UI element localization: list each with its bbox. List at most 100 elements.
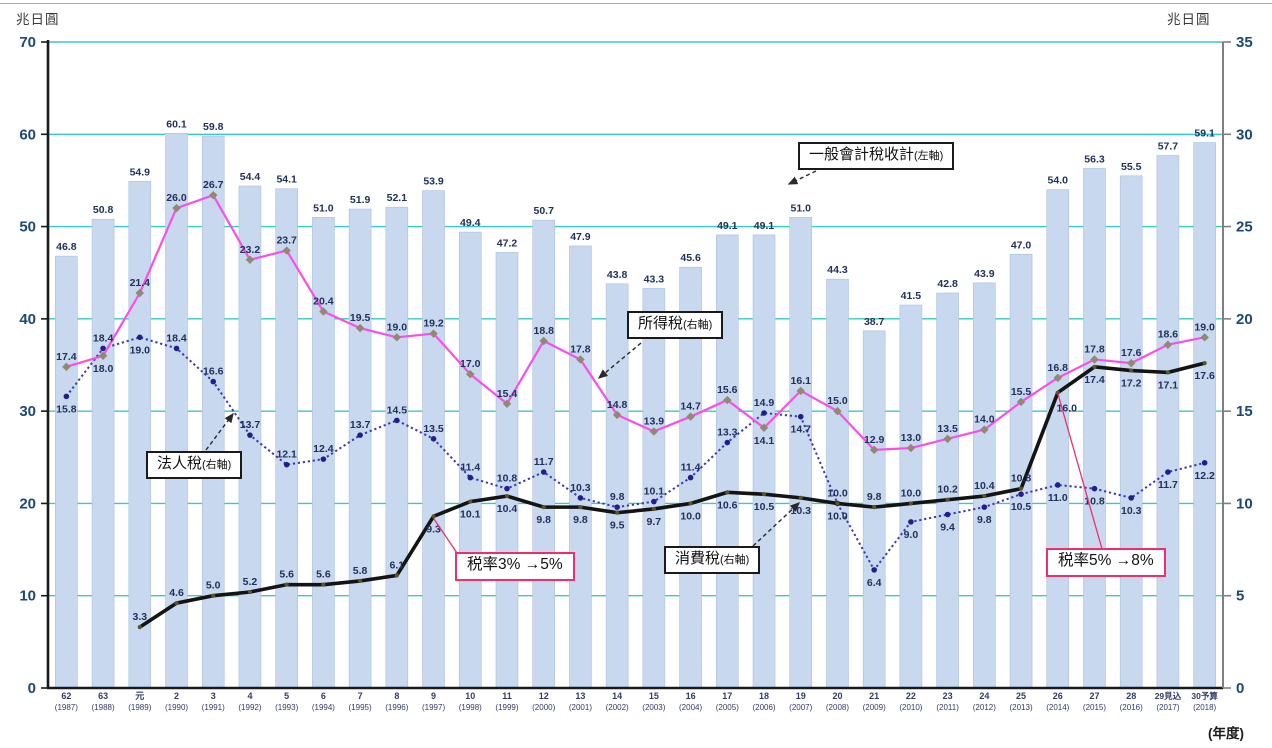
consumption-tax-value-label: 10.0 (680, 510, 701, 522)
consumption-tax-value-label: 10.4 (974, 480, 995, 492)
consumption-tax-marker (578, 505, 583, 510)
income-tax-marker (282, 246, 291, 255)
income-tax-value-label: 18.0 (93, 363, 114, 375)
consumption-tax-value-label: 5.6 (316, 569, 331, 581)
x-year-label: (2009) (863, 703, 886, 712)
income-tax-marker (502, 399, 512, 409)
left-axis-tick-label: 30 (19, 403, 36, 420)
consumption-tax-marker (872, 505, 877, 510)
x-era-label: 21 (869, 691, 879, 701)
x-era-label: 11 (502, 691, 512, 701)
income-tax-value-label: 15.0 (827, 395, 848, 407)
bar-(2014) (1046, 189, 1070, 689)
consumption-tax-value-label: 10.3 (791, 505, 812, 517)
bar-value-label: 47.9 (570, 231, 591, 243)
corporate-tax-marker (944, 511, 951, 518)
bar-(2006) (752, 234, 776, 689)
bar-value-label: 38.7 (864, 316, 885, 328)
income-tax-value-label: 19.5 (350, 312, 371, 324)
x-year-label: (1994) (312, 703, 335, 712)
bar-value-label: 54.4 (240, 171, 261, 183)
axes-layer: 0102030405060700510152025303562(1987)63(… (19, 34, 1252, 712)
left-axis-tick-label: 50 (19, 219, 36, 236)
left-axis-tick-label: 40 (19, 311, 36, 328)
x-era-label: 元 (135, 691, 144, 701)
consumption-tax-marker (1202, 361, 1207, 366)
consumption-tax-marker (247, 589, 253, 595)
income-tax-value-label: 17.0 (460, 358, 481, 370)
corporate-tax-value-label: 6.4 (867, 577, 882, 589)
annotation-income-tax-axis-note: (右軸) (683, 319, 713, 331)
corporate-tax-marker (761, 410, 767, 416)
x-year-label: (1995) (349, 703, 372, 712)
annotation-consumption-tax-axis-note: (右軸) (720, 554, 750, 566)
consumption-tax-value-label: 10.5 (754, 501, 775, 513)
corporate-tax-marker (247, 432, 253, 438)
corporate-tax-value-label: 13.3 (717, 427, 738, 439)
bar-value-label: 44.3 (827, 264, 848, 276)
bar-(1991) (201, 135, 225, 689)
corporate-tax-marker (981, 504, 988, 510)
consumption-tax-value-label: 5.0 (206, 580, 221, 592)
corporate-tax-marker (614, 504, 620, 510)
consumption-tax-value-label: 5.6 (279, 569, 294, 581)
corporate-tax-marker (1054, 482, 1061, 488)
x-era-label: 9 (431, 691, 436, 701)
bar-(2018) (1193, 142, 1216, 689)
corporate-tax-marker (430, 436, 437, 442)
income-tax-value-label: 19.0 (1194, 321, 1215, 333)
corporate-tax-value-label: 15.8 (56, 403, 77, 415)
consumption-tax-marker (394, 573, 399, 578)
x-era-label: 17 (722, 691, 732, 701)
corporate-tax-marker (908, 519, 914, 525)
left-axis-tick-label: 20 (19, 495, 36, 512)
corporate-tax-value-label: 9.4 (940, 522, 955, 534)
bar-(1998) (458, 231, 482, 689)
consumption-tax-marker (284, 582, 289, 587)
x-year-label: (2013) (1009, 703, 1032, 712)
bar-value-label: 57.7 (1158, 141, 1179, 153)
income-tax-value-label: 15.5 (1011, 386, 1032, 398)
right-axis-tick-label: 10 (1236, 495, 1253, 512)
x-era-label: 16 (686, 691, 696, 701)
corporate-tax-value-label: 10.3 (1121, 505, 1142, 517)
consumption-tax-marker (174, 600, 179, 606)
x-year-label: (2006) (752, 703, 775, 712)
x-year-label: (2000) (532, 703, 555, 712)
corporate-tax-value-label: 14.7 (791, 424, 812, 436)
bar-value-label: 49.4 (460, 217, 481, 229)
income-tax-value-label: 17.8 (1084, 343, 1105, 355)
corporate-tax-value-label: 13.5 (423, 423, 444, 435)
x-era-label: 25 (1016, 691, 1026, 701)
right-axis-tick-label: 5 (1236, 588, 1244, 605)
right-axis-tick-label: 0 (1236, 680, 1244, 697)
consumption-tax-marker (945, 497, 950, 502)
corporate-tax-value-label: 11.4 (460, 462, 480, 474)
bar-value-label: 50.8 (93, 204, 114, 216)
consumption-tax-marker (688, 501, 693, 506)
income-tax-value-label: 16.8 (1048, 362, 1069, 374)
corporate-tax-value-label: 14.9 (754, 397, 775, 409)
x-year-label: (2018) (1193, 703, 1216, 712)
consumption-tax-marker (211, 593, 216, 598)
corporate-tax-value-label: 10.1 (644, 486, 665, 498)
corporate-tax-marker (797, 413, 804, 420)
bar-value-label: 50.7 (533, 205, 554, 217)
x-year-label: (1999) (495, 703, 518, 712)
income-tax-line (66, 193, 1205, 452)
x-year-label: (2004) (679, 703, 702, 712)
x-year-label: (1987) (55, 703, 78, 712)
x-axis-unit-label: (年度) (1208, 726, 1244, 741)
consumption-tax-value-label: 5.2 (243, 576, 258, 588)
x-year-label: (2008) (826, 703, 849, 712)
corporate-tax-value-label: 11.7 (1158, 479, 1178, 491)
annotation-corporate-tax: 法人稅(右軸) (146, 451, 243, 479)
consumption-tax-marker (1165, 370, 1171, 375)
consumption-tax-value-label: 16.0 (1057, 403, 1078, 415)
x-era-label: 4 (247, 691, 252, 701)
income-tax-marker (62, 362, 71, 372)
x-era-label: 28 (1126, 691, 1136, 701)
corporate-tax-marker (173, 345, 180, 352)
income-tax-value-label: 16.1 (791, 375, 812, 387)
